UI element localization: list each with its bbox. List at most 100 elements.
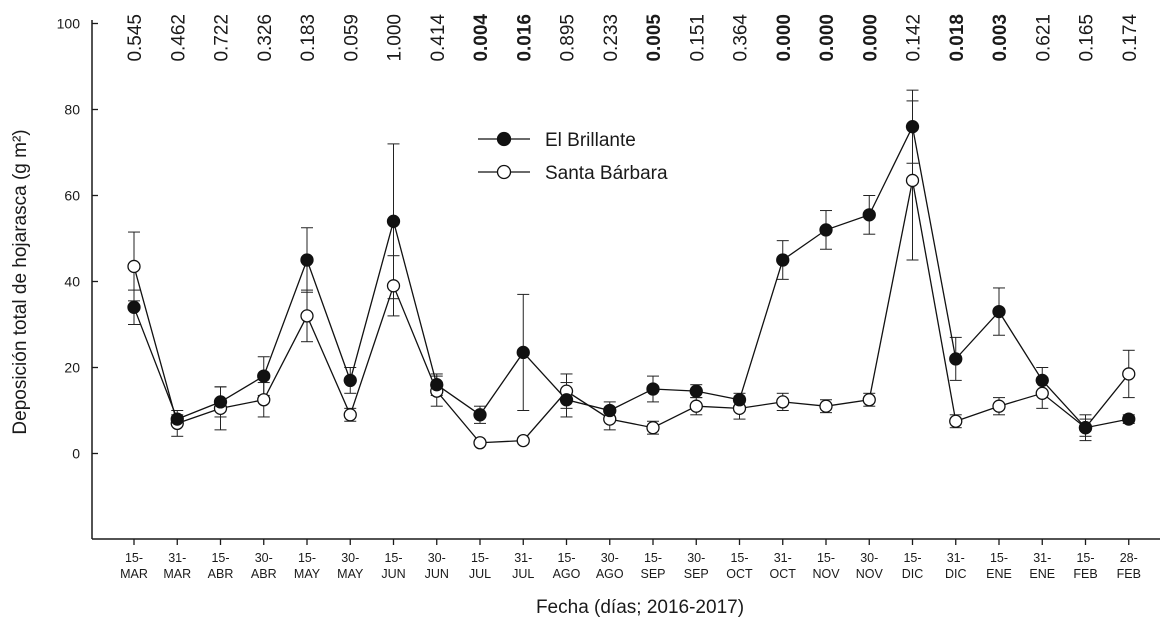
x-tick-label-day: 15- xyxy=(1076,551,1094,565)
p-value-label: 0.000 xyxy=(774,14,795,62)
x-tick-label-day: 30- xyxy=(428,551,446,565)
x-tick-label-month: ABR xyxy=(251,567,277,581)
data-point xyxy=(343,408,357,422)
data-point xyxy=(516,345,530,360)
x-tick-label-month: FEB xyxy=(1117,567,1141,581)
x-tick-label-month: JUN xyxy=(425,567,449,581)
data-point xyxy=(257,369,271,383)
p-value-label: 0.018 xyxy=(947,14,968,62)
x-tick-label-day: 31- xyxy=(947,551,965,565)
data-point xyxy=(473,408,487,422)
p-value-label: 0.545 xyxy=(125,14,146,62)
data-point xyxy=(127,259,141,274)
p-value-label: 0.000 xyxy=(860,14,881,62)
x-tick-label-month: MAR xyxy=(163,567,191,581)
y-tick-label: 0 xyxy=(72,446,80,462)
y-tick-label: 80 xyxy=(64,102,80,118)
data-point xyxy=(430,378,444,392)
data-point xyxy=(343,373,357,388)
x-tick-label-month: FEB xyxy=(1073,567,1097,581)
data-point xyxy=(213,395,228,409)
data-point xyxy=(949,414,963,428)
x-tick-label-day: 30- xyxy=(255,551,273,565)
x-tick-label-month: JUL xyxy=(469,567,491,581)
p-value-label: 0.016 xyxy=(514,14,535,62)
x-tick-label-day: 31- xyxy=(514,551,532,565)
x-tick-label-day: 15- xyxy=(730,551,748,565)
p-value-row: 0.545 0.462 0.722 0.326 0.183 0.059 1.000 0.414… xyxy=(125,14,1141,62)
y-tick-label: 20 xyxy=(64,360,80,376)
x-tick-label-month: NOV xyxy=(812,567,840,581)
y-axis-title: Deposición total de hojarasca (g m²) xyxy=(10,129,31,434)
series-points-santa-barbara xyxy=(127,173,1136,450)
data-point xyxy=(1035,373,1049,388)
x-tick-label-day: 15- xyxy=(384,551,402,565)
y-tick-label: 60 xyxy=(64,188,80,204)
data-point xyxy=(776,253,790,267)
data-point xyxy=(992,399,1006,413)
p-value-label: 0.004 xyxy=(471,14,492,62)
data-point xyxy=(559,393,574,407)
x-axis-title: Fecha (días; 2016-2017) xyxy=(536,597,744,618)
data-point xyxy=(170,412,184,426)
data-point xyxy=(689,399,703,413)
data-point xyxy=(905,120,920,134)
legend-label-el-brillante: El Brillante xyxy=(545,130,636,151)
p-value-label: 0.364 xyxy=(731,14,752,62)
data-point xyxy=(646,421,660,435)
p-value-label: 0.005 xyxy=(644,14,665,62)
legend-marker-el-brillante xyxy=(496,131,512,147)
x-tick-label-month: AGO xyxy=(553,567,581,581)
x-tick-label-month: MAY xyxy=(294,567,321,581)
error-bars-santa-barbara xyxy=(128,100,1135,446)
data-point xyxy=(1122,412,1136,426)
p-value-label: 0.000 xyxy=(817,14,838,62)
x-tick-label-month: NOV xyxy=(856,567,884,581)
p-value-label: 1.000 xyxy=(385,14,406,62)
x-tick-label-day: 30- xyxy=(687,551,705,565)
data-point xyxy=(689,384,703,398)
data-point xyxy=(776,395,790,409)
p-value-label: 0.621 xyxy=(1033,14,1054,62)
x-tick-label-month: ENE xyxy=(1029,567,1055,581)
p-value-label: 0.326 xyxy=(255,14,276,62)
plot-area xyxy=(127,89,1136,450)
data-point xyxy=(732,393,747,407)
x-tick-label-day: 31- xyxy=(1033,551,1051,565)
series-points-el-brillante xyxy=(127,120,1136,435)
x-tick-label-day: 30- xyxy=(601,551,619,565)
x-tick-label-day: 15- xyxy=(557,551,575,565)
p-value-label: 0.183 xyxy=(298,14,319,62)
p-value-label: 0.151 xyxy=(687,14,708,62)
data-point xyxy=(473,436,487,450)
data-point xyxy=(1078,421,1093,435)
legend: El Brillante Santa Bárbara xyxy=(478,130,668,184)
x-tick-label-day: 30- xyxy=(860,551,878,565)
series-line-el-brillante xyxy=(133,124,1129,429)
data-point xyxy=(819,223,833,237)
x-tick-label-day: 31- xyxy=(168,551,186,565)
data-point xyxy=(257,393,271,407)
x-tick-label-month: ENE xyxy=(986,567,1012,581)
x-tick-label-month: DIC xyxy=(902,567,924,581)
p-value-label: 0.165 xyxy=(1077,14,1098,62)
x-tick-label-day: 15- xyxy=(817,551,835,565)
data-point xyxy=(905,173,920,188)
x-tick-label-day: 15- xyxy=(211,551,229,565)
x-tick-label-day: 15- xyxy=(903,551,921,565)
legend-marker-santa-barbara xyxy=(496,164,512,180)
x-tick-label-day: 15- xyxy=(471,551,489,565)
p-value-label: 0.003 xyxy=(990,14,1011,62)
data-point xyxy=(127,300,141,314)
p-value-label: 0.414 xyxy=(428,14,449,62)
data-point xyxy=(819,399,833,413)
data-point xyxy=(1035,386,1049,400)
data-point xyxy=(516,433,530,448)
chart-axes xyxy=(91,20,1160,540)
p-value-label: 0.895 xyxy=(558,14,579,62)
x-tick-label-month: JUN xyxy=(381,567,405,581)
data-point xyxy=(862,393,876,407)
data-point xyxy=(386,214,401,228)
data-point xyxy=(862,208,876,222)
